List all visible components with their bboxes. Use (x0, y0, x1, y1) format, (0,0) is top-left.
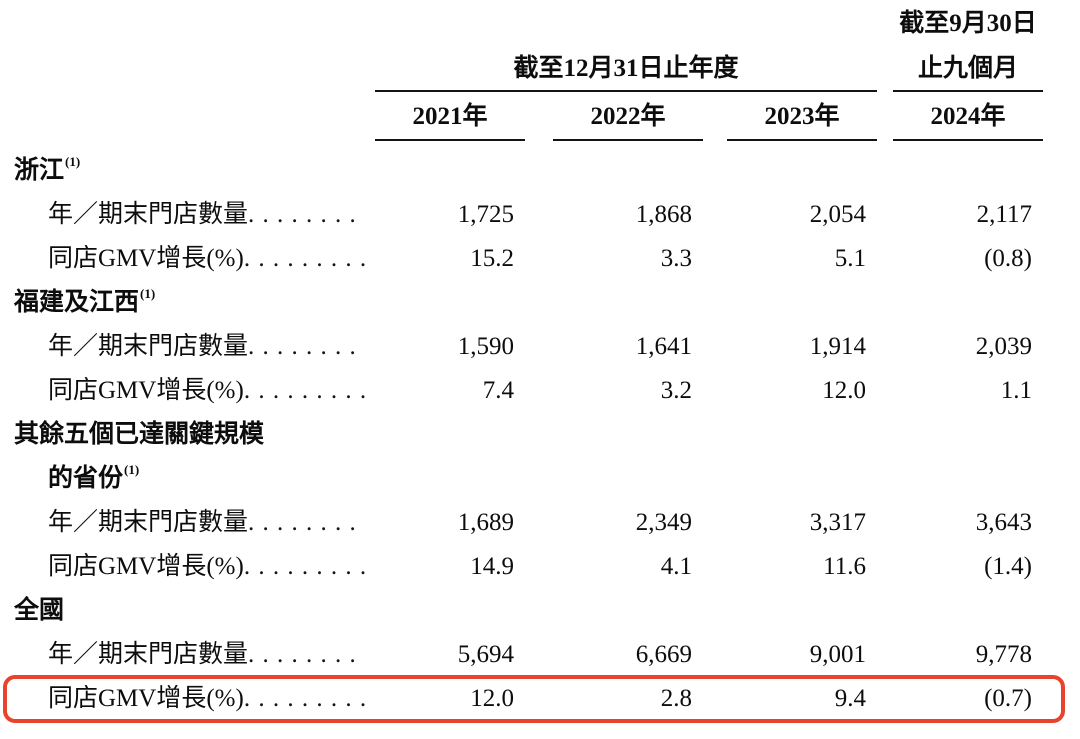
value-cell: 5.1 (834, 245, 866, 272)
value-cell: 15.2 (470, 245, 514, 272)
year-column-header-2023: 2023年 (727, 92, 877, 141)
dot-leader (244, 369, 365, 413)
value-cell: 9.4 (834, 685, 866, 712)
dot-leader (248, 633, 365, 677)
year-column-header-2021: 2021年 (375, 92, 525, 141)
value-cell: 1,725 (457, 201, 514, 228)
value-cell: 5,694 (457, 641, 514, 668)
data-row: 年／期末門店數量 1,590 1,641 1,914 2,039 (0, 325, 1080, 369)
value-cell: 6,669 (635, 641, 692, 668)
value-cell: 4.1 (660, 553, 692, 580)
row-label: 同店GMV增長(%) (48, 553, 244, 580)
year-column-header-2022: 2022年 (553, 92, 703, 141)
footnote-marker: (1) (140, 286, 156, 301)
value-cell: 7.4 (482, 377, 514, 404)
row-label: 年／期末門店數量 (48, 509, 249, 536)
data-row: 同店GMV增長(%) 7.4 3.2 12.0 1.1 (0, 369, 1080, 413)
dot-leader (248, 325, 365, 369)
data-row: 年／期末門店數量 5,694 6,669 9,001 9,778 (0, 633, 1080, 677)
row-label: 年／期末門店數量 (48, 333, 249, 360)
year-column-header-2024: 2024年 (893, 92, 1043, 141)
value-cell: 14.9 (470, 553, 514, 580)
data-row: 年／期末門店數量 1,689 2,349 3,317 3,643 (0, 501, 1080, 545)
value-cell: 2,054 (809, 201, 866, 228)
value-cell: 1,868 (635, 201, 692, 228)
value-cell: 12.0 (822, 377, 866, 404)
row-label: 同店GMV增長(%) (48, 245, 244, 272)
value-cell: 1,914 (809, 333, 866, 360)
section-header-row: 全國 (0, 589, 1080, 633)
data-row-highlighted: 同店GMV增長(%) 12.0 2.8 9.4 (0.7) (0, 675, 1080, 723)
value-cell: 3.2 (660, 377, 692, 404)
value-cell: 11.6 (823, 553, 866, 580)
period-nine-months-line2: 止九個月 (893, 48, 1043, 92)
table-header: 截至9月30日 截至12月31日止年度 止九個月 2021年 2022年 202… (0, 0, 1080, 141)
value-cell: 3,643 (975, 509, 1032, 536)
value-cell: 2,349 (635, 509, 692, 536)
section-label: 全國 (14, 597, 65, 624)
section-label: 的省份 (48, 465, 124, 492)
dot-leader (248, 193, 365, 237)
section-header-row: 其餘五個已達關鍵規模 (0, 413, 1080, 457)
dot-leader (244, 545, 365, 589)
dot-leader (248, 501, 365, 545)
value-cell: 9,778 (975, 641, 1032, 668)
section-label: 浙江 (14, 157, 65, 184)
value-cell: (1.4) (984, 553, 1032, 580)
data-row: 同店GMV增長(%) 14.9 4.1 11.6 (1.4) (0, 545, 1080, 589)
period-annual-header: 截至12月31日止年度 (375, 48, 877, 92)
value-cell: 3.3 (660, 245, 692, 272)
row-label: 同店GMV增長(%) (48, 685, 244, 712)
value-cell: (0.7) (984, 685, 1032, 712)
dot-leader (244, 237, 365, 281)
table-body: 浙江(1) 年／期末門店數量 1,725 1,868 2,054 2,117 同… (0, 149, 1080, 723)
value-cell: 1,641 (635, 333, 692, 360)
value-cell: 2,117 (976, 201, 1032, 228)
footnote-marker: (1) (124, 462, 140, 477)
section-label: 福建及江西 (14, 289, 140, 316)
section-header-row: 浙江 (1) (0, 149, 1080, 193)
value-cell: 1,590 (457, 333, 514, 360)
dot-leader (244, 677, 365, 721)
row-label: 同店GMV增長(%) (48, 377, 244, 404)
footnote-marker: (1) (65, 154, 81, 169)
value-cell: 2,039 (975, 333, 1032, 360)
value-cell: 9,001 (809, 641, 866, 668)
value-cell: 12.0 (470, 685, 514, 712)
value-cell: 3,317 (809, 509, 866, 536)
row-label: 年／期末門店數量 (48, 641, 249, 668)
data-row: 年／期末門店數量 1,725 1,868 2,054 2,117 (0, 193, 1080, 237)
value-cell: 1,689 (457, 509, 514, 536)
value-cell: 2.8 (660, 685, 692, 712)
section-label: 其餘五個已達關鍵規模 (14, 421, 265, 448)
section-header-row-continued: 的省份 (1) (0, 457, 1080, 501)
row-label: 年／期末門店數量 (48, 201, 249, 228)
value-cell: 1.1 (1000, 377, 1032, 404)
data-row: 同店GMV增長(%) 15.2 3.3 5.1 (0.8) (0, 237, 1080, 281)
section-header-row: 福建及江西 (1) (0, 281, 1080, 325)
period-nine-months-line1: 截至9月30日 (899, 10, 1037, 37)
value-cell: (0.8) (984, 245, 1032, 272)
